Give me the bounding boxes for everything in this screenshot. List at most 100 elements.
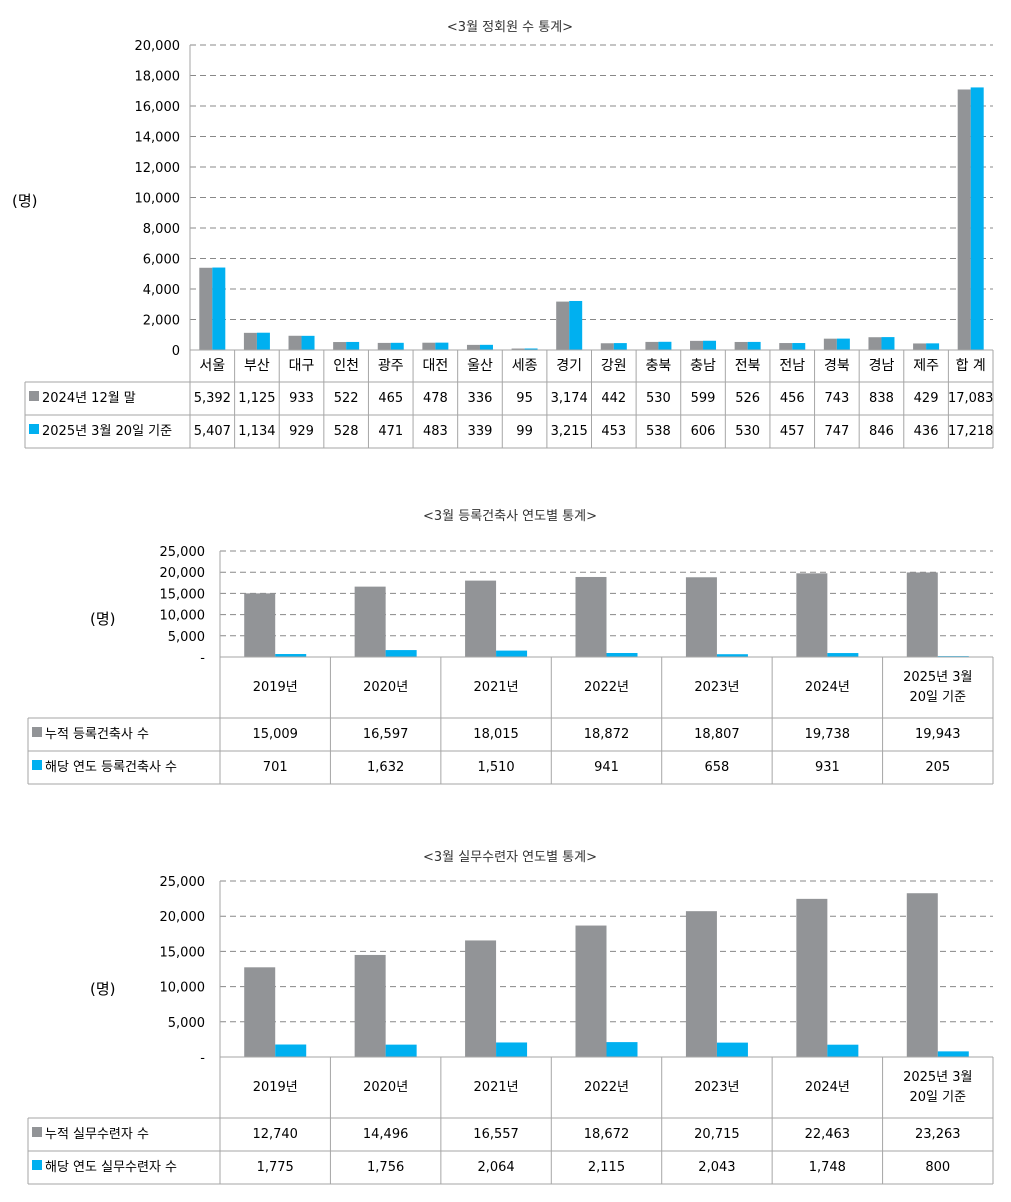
data-value: 436	[913, 423, 939, 439]
category-label: 경남	[868, 357, 895, 374]
bar-series-1	[465, 580, 497, 657]
y-tick-label: 8,000	[143, 222, 180, 237]
category-label: 2019년	[252, 679, 298, 695]
y-tick-label: 14,000	[135, 131, 181, 146]
bar-series-2	[926, 343, 940, 350]
data-value: 701	[262, 759, 288, 775]
chart-title: <3월 실무수련자 연도별 통계>	[422, 850, 597, 865]
bar-series-1	[868, 337, 882, 350]
y-tick-label: 20,000	[160, 910, 206, 925]
bar-series-2	[937, 1051, 969, 1057]
category-label: 대전	[422, 357, 449, 374]
bar-series-1	[734, 341, 748, 350]
data-value: 838	[869, 390, 894, 406]
data-value: 18,015	[473, 726, 519, 742]
data-value: 457	[779, 423, 805, 439]
data-value: 18,807	[694, 726, 740, 742]
bar-series-2	[836, 338, 850, 350]
data-value: 442	[601, 390, 627, 406]
bar-series-2	[496, 650, 528, 657]
data-value: 846	[869, 423, 894, 439]
bar-series-1	[823, 338, 837, 350]
y-tick-label: 15,000	[160, 587, 206, 602]
category-label: 전남	[779, 357, 806, 374]
y-tick-label: 4,000	[143, 283, 180, 298]
data-value: 99	[516, 423, 533, 439]
y-tick-label: -	[200, 1051, 205, 1066]
bar-series-2	[827, 653, 859, 657]
legend-row-label: 누적 등록건축사 수	[28, 718, 220, 751]
data-value: 3,215	[550, 423, 588, 439]
bar-series-1	[685, 577, 717, 657]
data-value: 95	[516, 390, 533, 406]
bar-series-1	[199, 267, 213, 350]
y-tick-label: 16,000	[135, 100, 181, 115]
category-label: 2020년	[363, 679, 409, 695]
data-value: 471	[378, 423, 404, 439]
category-label: 울산	[467, 357, 493, 374]
bar-series-1	[244, 593, 276, 657]
data-value: 526	[735, 390, 761, 406]
data-value: 747	[824, 423, 850, 439]
data-value: 530	[646, 390, 671, 406]
bar-series-1	[690, 340, 704, 350]
category-label: 2019년	[252, 1079, 298, 1095]
bar-series-2	[212, 267, 226, 350]
data-value: 599	[690, 390, 716, 406]
legend-swatch	[32, 727, 42, 737]
y-tick-label: 18,000	[135, 70, 181, 85]
legend-swatch	[29, 424, 39, 434]
category-label: 제주	[913, 357, 939, 374]
legend-row-label: 2025년 3월 20일 기준	[25, 415, 190, 448]
bar-series-1	[645, 341, 659, 350]
category-label: 2021년	[473, 679, 519, 695]
category-label: 2025년 3월 20일 기준	[903, 1070, 973, 1105]
data-value: 205	[925, 759, 951, 775]
bar-series-2	[716, 1042, 748, 1057]
legend-row-label: 해당 연도 등록건축사 수	[28, 751, 220, 784]
bar-series-2	[524, 348, 538, 350]
bar-series-2	[716, 654, 748, 657]
data-value: 929	[289, 423, 314, 439]
y-tick-label: 20,000	[160, 566, 206, 581]
category-label: 전북	[734, 357, 761, 374]
category-label: 2023년	[694, 1079, 740, 1095]
data-value: 339	[467, 423, 493, 439]
data-value: 336	[467, 390, 493, 406]
data-value: 20,715	[694, 1126, 740, 1142]
legend-label: 해당 연도 실무수련자 수	[45, 1159, 177, 1175]
legend-label: 2024년 12월 말	[42, 390, 136, 406]
data-value: 2,043	[698, 1159, 736, 1175]
bar-series-1	[244, 967, 276, 1057]
data-value: 933	[289, 390, 314, 406]
bar-series-2	[256, 332, 270, 350]
category-label: 광주	[377, 357, 404, 374]
bar-series-2	[658, 341, 672, 350]
data-value: 1,748	[808, 1159, 846, 1175]
y-tick-label: 25,000	[160, 545, 206, 560]
data-value: 17,083	[947, 390, 994, 406]
legend-row-label: 2024년 12월 말	[25, 382, 190, 415]
bar-series-2	[385, 650, 417, 657]
category-label: 인천	[333, 357, 360, 374]
bar-series-1	[957, 89, 971, 350]
y-tick-label: 25,000	[160, 875, 206, 890]
bar-series-2	[606, 1042, 638, 1057]
data-value: 2,064	[477, 1159, 515, 1175]
y-tick-label: 0	[172, 344, 180, 359]
bar-series-1	[288, 335, 302, 350]
legend-swatch	[32, 1127, 42, 1137]
data-value: 22,463	[804, 1126, 851, 1142]
data-value: 18,672	[583, 1126, 630, 1142]
bar-series-2	[275, 1044, 307, 1057]
bar-series-2	[496, 1042, 528, 1057]
y-tick-label: 10,000	[135, 192, 181, 207]
bar-series-1	[796, 898, 828, 1057]
category-label: 2021년	[473, 1079, 519, 1095]
bar-series-1	[377, 342, 391, 350]
category-label: 세종	[511, 357, 538, 374]
bar-series-1	[685, 911, 717, 1057]
category-label: 2022년	[583, 679, 630, 695]
category-label: 서울	[199, 357, 226, 374]
